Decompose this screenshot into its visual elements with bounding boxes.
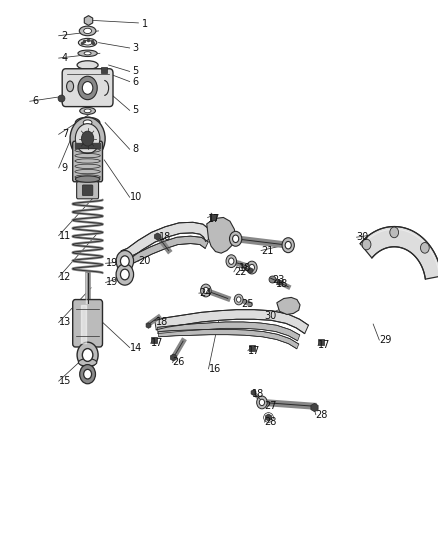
Circle shape — [78, 76, 97, 100]
Circle shape — [116, 264, 134, 285]
Ellipse shape — [67, 81, 74, 92]
Text: 8: 8 — [133, 144, 139, 154]
Ellipse shape — [77, 61, 98, 69]
Circle shape — [259, 399, 265, 406]
Text: 3: 3 — [133, 43, 139, 53]
FancyBboxPatch shape — [77, 182, 99, 199]
Circle shape — [249, 264, 254, 271]
Ellipse shape — [78, 359, 97, 366]
Circle shape — [282, 238, 294, 253]
Text: 11: 11 — [59, 231, 71, 240]
Ellipse shape — [80, 108, 95, 115]
Text: 29: 29 — [379, 335, 392, 345]
Text: 28: 28 — [265, 417, 277, 427]
Text: 16: 16 — [208, 364, 221, 374]
Text: 17: 17 — [248, 346, 260, 356]
Polygon shape — [159, 329, 299, 349]
Text: 10: 10 — [130, 192, 142, 202]
Circle shape — [75, 124, 100, 154]
Circle shape — [201, 284, 211, 297]
Circle shape — [226, 255, 237, 268]
Circle shape — [390, 227, 399, 238]
Circle shape — [362, 239, 371, 250]
Text: 12: 12 — [59, 272, 71, 282]
FancyBboxPatch shape — [73, 141, 102, 182]
Circle shape — [80, 365, 95, 384]
Text: 22: 22 — [234, 267, 246, 277]
Text: 6: 6 — [133, 77, 139, 86]
Circle shape — [120, 256, 129, 266]
Text: 27: 27 — [265, 401, 277, 411]
Text: 4: 4 — [62, 53, 68, 63]
Circle shape — [257, 396, 267, 409]
Text: 5: 5 — [133, 67, 139, 76]
Polygon shape — [155, 310, 308, 334]
Text: 18: 18 — [159, 232, 172, 242]
Text: 7: 7 — [62, 130, 68, 139]
Circle shape — [229, 258, 234, 264]
Text: 13: 13 — [59, 318, 71, 327]
Ellipse shape — [79, 26, 96, 36]
Ellipse shape — [75, 117, 100, 128]
Ellipse shape — [84, 28, 92, 34]
Text: 24: 24 — [199, 288, 211, 298]
Ellipse shape — [84, 109, 91, 112]
Text: 2: 2 — [62, 31, 68, 41]
Polygon shape — [157, 322, 300, 341]
FancyBboxPatch shape — [62, 69, 113, 107]
Text: 14: 14 — [130, 343, 142, 352]
Circle shape — [237, 297, 241, 302]
Text: 18: 18 — [252, 390, 265, 399]
Circle shape — [70, 117, 105, 160]
Text: 21: 21 — [261, 246, 273, 255]
Circle shape — [230, 231, 242, 246]
Circle shape — [285, 241, 291, 249]
Ellipse shape — [75, 176, 100, 182]
Text: 30: 30 — [357, 232, 369, 242]
Polygon shape — [277, 297, 300, 314]
Text: 17: 17 — [318, 341, 330, 350]
Circle shape — [247, 261, 257, 274]
Circle shape — [81, 131, 94, 146]
Text: 1: 1 — [141, 19, 148, 29]
Text: 25: 25 — [241, 299, 254, 309]
Circle shape — [203, 287, 208, 294]
Text: 15: 15 — [59, 376, 71, 386]
Text: 19: 19 — [106, 278, 118, 287]
Text: 9: 9 — [62, 163, 68, 173]
Text: 17: 17 — [151, 338, 163, 348]
Circle shape — [82, 349, 93, 361]
Text: 30: 30 — [265, 311, 277, 320]
Ellipse shape — [83, 120, 92, 125]
Polygon shape — [360, 227, 438, 279]
Text: 17: 17 — [208, 214, 220, 223]
Text: 18: 18 — [239, 263, 251, 272]
Circle shape — [233, 235, 239, 243]
Circle shape — [234, 294, 243, 305]
Polygon shape — [126, 236, 208, 265]
Circle shape — [116, 251, 134, 272]
Ellipse shape — [84, 52, 91, 55]
Circle shape — [84, 369, 92, 379]
FancyBboxPatch shape — [82, 185, 93, 196]
Circle shape — [82, 82, 93, 94]
Text: 23: 23 — [272, 275, 284, 285]
Circle shape — [120, 269, 129, 280]
FancyBboxPatch shape — [73, 300, 102, 347]
Text: 18: 18 — [156, 318, 168, 327]
Ellipse shape — [83, 40, 92, 45]
Ellipse shape — [78, 38, 97, 47]
Ellipse shape — [78, 50, 97, 56]
Polygon shape — [121, 222, 213, 261]
Text: 19: 19 — [106, 259, 118, 268]
Text: 26: 26 — [173, 358, 185, 367]
Text: 6: 6 — [33, 96, 39, 106]
Circle shape — [420, 243, 429, 253]
Text: 20: 20 — [138, 256, 151, 266]
Text: 28: 28 — [316, 410, 328, 419]
Text: 18: 18 — [276, 279, 289, 288]
Polygon shape — [207, 217, 236, 253]
Circle shape — [77, 342, 98, 368]
Text: 5: 5 — [133, 106, 139, 115]
